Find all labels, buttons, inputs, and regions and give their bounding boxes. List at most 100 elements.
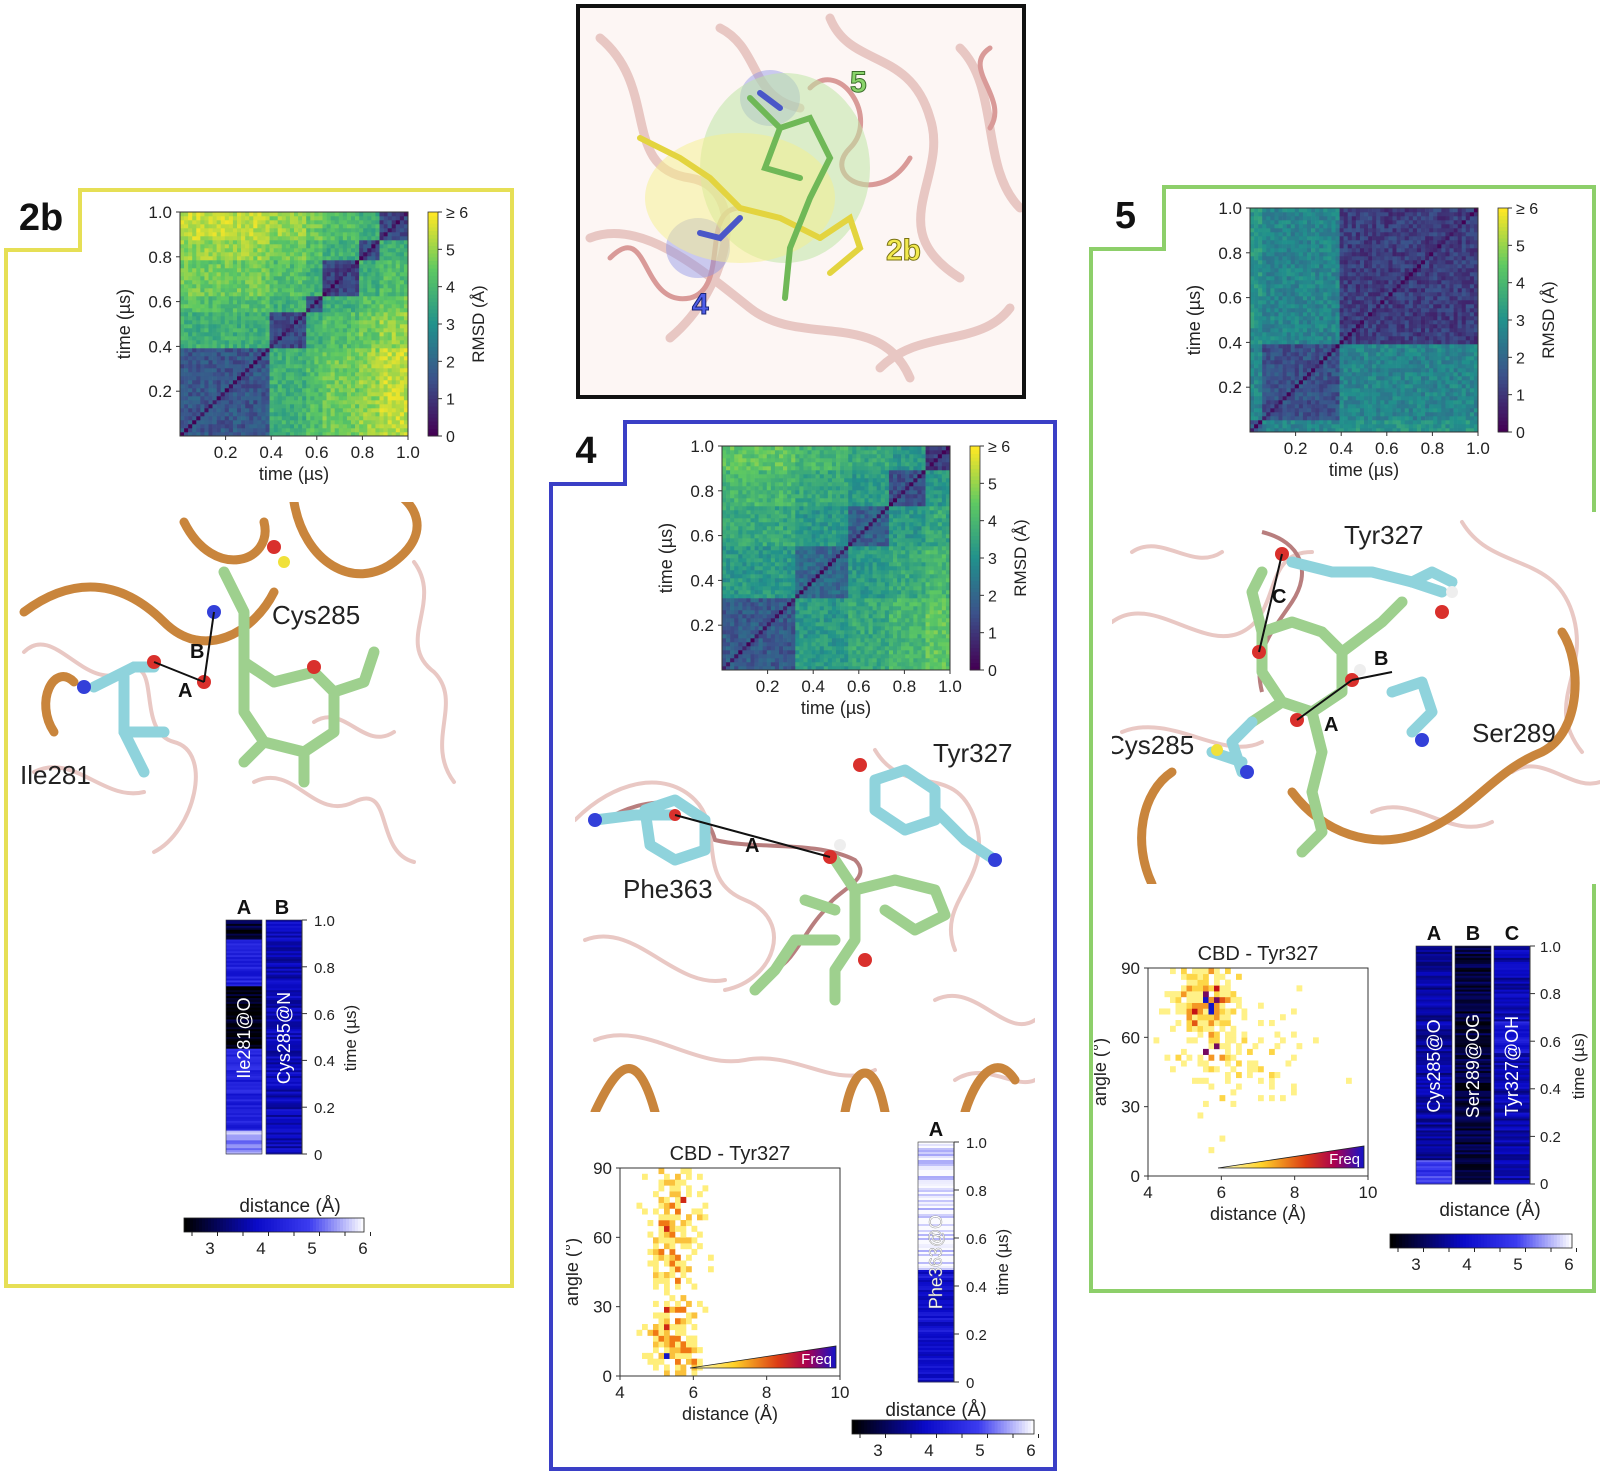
svg-text:0.6: 0.6 xyxy=(314,1007,335,1024)
residue-label-phe363: Phe363 xyxy=(623,874,713,904)
residue-label-cys285: Cys285 xyxy=(272,600,360,630)
svg-text:3: 3 xyxy=(205,1239,214,1258)
colorbar-tick-label: 1 xyxy=(446,392,455,409)
strip-time-label: time (µs) xyxy=(341,1005,360,1071)
residue-label-cys285: Cys285 xyxy=(1112,730,1194,760)
x-tick-label: 10 xyxy=(1359,1183,1378,1202)
strip-time-axis xyxy=(1529,945,1535,1185)
strip-header-b: B xyxy=(1466,923,1480,945)
y-tick-label: 0.4 xyxy=(690,571,714,590)
colorbar-tick-label: ≥ 6 xyxy=(1516,202,1538,218)
y-tick-label: 0.6 xyxy=(690,527,714,546)
strip-header-a: A xyxy=(1427,923,1441,945)
y-tick-label: 30 xyxy=(1121,1098,1140,1117)
colorbar-label: RMSD (Å) xyxy=(1539,281,1558,358)
svg-text:0.2: 0.2 xyxy=(314,1100,335,1117)
x-tick-label: 1.0 xyxy=(1466,439,1490,458)
rmsd-heatmap-5: 0.2 0.4 0.6 0.8 1.0 1.0 0.8 0.6 0.4 0.2 time (µs) t… xyxy=(1184,202,1558,480)
colorbar-tick-label: 4 xyxy=(1516,276,1525,293)
x-tick-label: 0.8 xyxy=(1421,439,1445,458)
y-tick-label: 90 xyxy=(593,1159,612,1178)
strip-header-a: A xyxy=(237,897,251,919)
overview-image: 5 2b 4 xyxy=(576,4,1026,399)
distance-colorbar-gradient xyxy=(851,1419,1039,1438)
strip-b xyxy=(265,919,303,1155)
rmsd-colorbar xyxy=(428,212,438,437)
colorbar-tick-label: 4 xyxy=(446,280,455,297)
svg-text:0.4: 0.4 xyxy=(314,1053,335,1070)
bond-label-b: B xyxy=(190,641,204,663)
structure-4-drawing: A Tyr327 Phe363 xyxy=(575,740,1035,1112)
y-tick-label: 0.8 xyxy=(148,248,172,267)
distance-colorbar-4: 3 4 5 6 xyxy=(851,1419,1039,1460)
x-axis-label: time (µs) xyxy=(1329,460,1399,480)
freq-legend-label: Freq xyxy=(801,1351,832,1368)
colorbar-tick-label: 3 xyxy=(988,551,997,568)
distance-colorbar-title: distance (Å) xyxy=(239,1196,340,1217)
strip-time-axis xyxy=(953,1141,959,1383)
strip-header-b: B xyxy=(275,897,289,919)
colorbar-tick-label: 5 xyxy=(1516,238,1525,255)
colorbar-tick-label: 4 xyxy=(988,514,997,531)
colorbar-tick-label: ≥ 6 xyxy=(446,206,468,222)
overview-label-4: 4 xyxy=(692,288,709,321)
y-tick-label: 60 xyxy=(1121,1028,1140,1047)
x-axis-label: distance (Å) xyxy=(1210,1204,1306,1224)
angle-distance-heatmap-5: 4 6 8 10 0 30 60 90 CBD - Tyr327 distance (Å) angl… xyxy=(1094,943,1378,1224)
rmsd-heatmap-4: 0.2 0.4 0.6 0.8 1.0 1.0 0.8 0.6 0.4 0.2 time (µs) t… xyxy=(656,440,1030,718)
svg-text:6: 6 xyxy=(358,1239,367,1258)
strip-time-label: time (µs) xyxy=(993,1229,1012,1295)
x-tick-label: 6 xyxy=(689,1383,698,1402)
colorbar-tick-label: 5 xyxy=(446,242,455,259)
y-tick-label: 0.8 xyxy=(1218,244,1242,263)
distance-strips-4: A Phe363@O time (µs) 1.0 0.8 0.6 0.4 0.2… xyxy=(885,1119,1012,1421)
freq-legend-wedge xyxy=(1217,1145,1365,1169)
heatmap-cells xyxy=(722,446,951,671)
y-tick-label: 0.4 xyxy=(1218,333,1242,352)
chart-title: CBD - Tyr327 xyxy=(1198,943,1319,965)
x-tick-label: 0.6 xyxy=(1375,439,1399,458)
angle-distance-heatmap-4: 4 6 8 10 0 30 60 90 CBD - Tyr327 distance (Å) angl… xyxy=(566,1143,850,1424)
colorbar-tick-label: 2 xyxy=(446,354,455,371)
y-tick-label: 1.0 xyxy=(690,440,714,456)
y-axis-label: time (µs) xyxy=(656,523,676,593)
colorbar-tick-label: 3 xyxy=(446,317,455,334)
colorbar-tick-label: 0 xyxy=(988,663,997,680)
svg-text:5: 5 xyxy=(307,1239,316,1258)
strip-label-c: Tyr327@OH xyxy=(1502,1016,1522,1116)
y-tick-label: 0.2 xyxy=(1218,378,1242,397)
distance-colorbar-2b: 3 4 5 6 xyxy=(183,1217,371,1258)
overview-label-2b: 2b xyxy=(886,234,921,267)
x-tick-label: 0.6 xyxy=(305,443,329,462)
strip-label-a: Ile281@O xyxy=(234,997,254,1078)
residue-label-tyr327: Tyr327 xyxy=(933,740,1013,768)
distance-colorbar-5: 3 4 5 6 xyxy=(1389,1233,1577,1274)
x-tick-label: 0.8 xyxy=(351,443,375,462)
rmsd-colorbar xyxy=(1498,208,1508,433)
y-tick-label: 1.0 xyxy=(148,206,172,222)
x-tick-label: 0.2 xyxy=(214,443,238,462)
y-tick-label: 0.6 xyxy=(1218,289,1242,308)
x-tick-label: 8 xyxy=(762,1383,771,1402)
overview-label-5: 5 xyxy=(850,66,867,99)
y-tick-label: 1.0 xyxy=(1218,202,1242,218)
x-axis-label: time (µs) xyxy=(259,464,329,484)
x-axis-label: distance (Å) xyxy=(682,1404,778,1424)
colorbar-tick-label: 3 xyxy=(1516,313,1525,330)
panel-2b xyxy=(4,188,514,1288)
x-tick-label: 4 xyxy=(1143,1183,1152,1202)
y-tick-label: 30 xyxy=(593,1298,612,1317)
colorbar-label: RMSD (Å) xyxy=(469,285,488,362)
x-tick-label: 0.8 xyxy=(893,677,917,696)
colorbar-tick-label: 1 xyxy=(1516,388,1525,405)
colorbar-tick-label: 2 xyxy=(988,588,997,605)
colorbar-tick-label: 5 xyxy=(988,476,997,493)
y-tick-label: 0 xyxy=(603,1367,612,1386)
structure-image-4: A Tyr327 Phe363 xyxy=(575,740,1035,1112)
bond-label-a: A xyxy=(178,680,192,702)
x-tick-label: 10 xyxy=(831,1383,850,1402)
strip-time-ticks: 1.0 0.8 0.6 0.4 0.2 0 xyxy=(1540,939,1561,1193)
histogram-cells xyxy=(1153,968,1352,1154)
strip-time-axis xyxy=(301,919,307,1155)
structure-5-drawing: C B A Tyr327 Cys285 Ser289 xyxy=(1112,520,1600,884)
